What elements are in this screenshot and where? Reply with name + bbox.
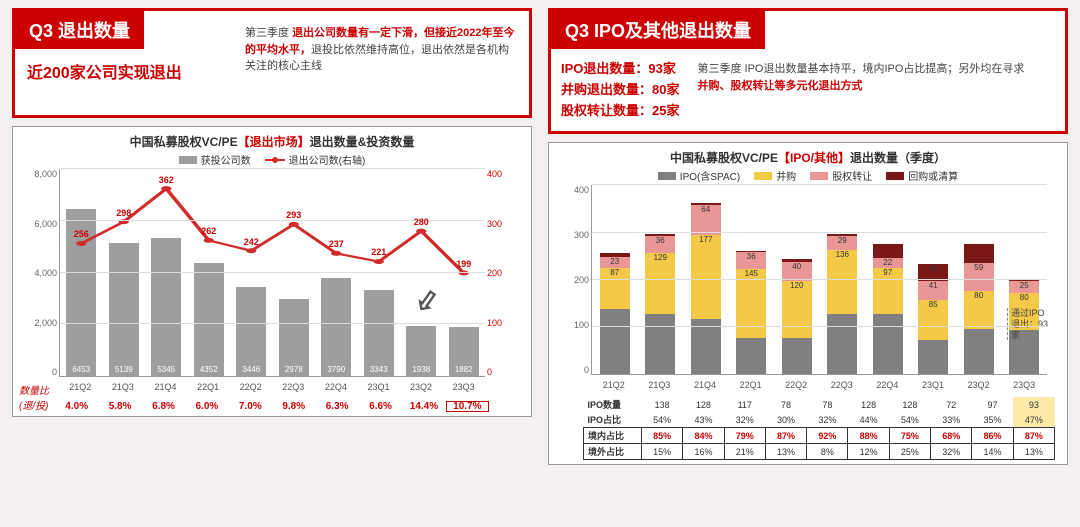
right-stats: IPO退出数量：93家 并购退出数量：80家 股权转让数量：25家 (561, 59, 679, 121)
left-header: Q3 退出数量 近200家公司实现退出 第三季度 退出公司数量有一定下滑，但接近… (12, 8, 532, 118)
page: Q3 退出数量 近200家公司实现退出 第三季度 退出公司数量有一定下滑，但接近… (0, 0, 1080, 473)
left-chart: 中国私募股权VC/PE【退出市场】退出数量&投资数量 获投公司数 退出公司数(右… (12, 126, 532, 417)
ratio-row: 4.0%5.8%6.8%6.0%7.0%9.8%6.3%6.6%14.4%10.… (55, 401, 489, 412)
right-chart: 中国私募股权VC/PE【IPO/其他】退出数量（季度） IPO(含SPAC)并购… (548, 142, 1068, 465)
left-panel: Q3 退出数量 近200家公司实现退出 第三季度 退出公司数量有一定下滑，但接近… (12, 8, 532, 465)
right-legend: IPO(含SPAC)并购股权转让回购或清算 (557, 168, 1059, 183)
right-desc: 第三季度 IPO退出数量基本持平，境内IPO占比提高；另外均在寻求并购、股权转让… (697, 61, 1055, 121)
plot-area: 8723129361776414536120401362997228541358… (591, 185, 1047, 375)
right-plot: 4003002001000 87231293617764145361204013… (561, 185, 1055, 395)
y-axis-right: 4003002001000 (487, 169, 519, 377)
y-axis: 4003002001000 (561, 185, 589, 375)
plot-area: 6453513953454352344629783790334319381882… (59, 169, 485, 377)
data-table: IPO数量1381281177878128128729793IPO占比54%43… (583, 397, 1055, 460)
right-header: Q3 IPO及其他退出数量 IPO退出数量：93家 并购退出数量：80家 股权转… (548, 8, 1068, 134)
right-chart-title: 中国私募股权VC/PE【IPO/其他】退出数量（季度） (557, 149, 1059, 166)
left-title-tag: Q3 退出数量 (15, 11, 144, 49)
right-title-tag: Q3 IPO及其他退出数量 (551, 11, 765, 49)
right-panel: Q3 IPO及其他退出数量 IPO退出数量：93家 并购退出数量：80家 股权转… (548, 8, 1068, 465)
x-axis: 21Q221Q321Q422Q122Q222Q322Q423Q123Q223Q3 (591, 377, 1047, 395)
ratio-label: 数量比 (退/投) (19, 382, 49, 412)
left-chart-title: 中国私募股权VC/PE【退出市场】退出数量&投资数量 (21, 133, 523, 150)
annotation: 通过IPO退出：93家 (1007, 308, 1051, 340)
y-axis-left: 8,0006,0004,0002,0000 (25, 169, 57, 377)
left-desc: 第三季度 退出公司数量有一定下滑，但接近2022年至今的平均水平，退投比依然维持… (245, 25, 517, 75)
x-axis: 21Q221Q321Q422Q122Q222Q322Q423Q123Q223Q3 (59, 379, 485, 399)
legend-line: 退出公司数(右轴) (265, 152, 366, 167)
left-plot: 8,0006,0004,0002,0000 4003002001000 6453… (25, 169, 519, 399)
left-legend: 获投公司数 退出公司数(右轴) (21, 152, 523, 167)
legend-bar: 获投公司数 (179, 152, 251, 167)
